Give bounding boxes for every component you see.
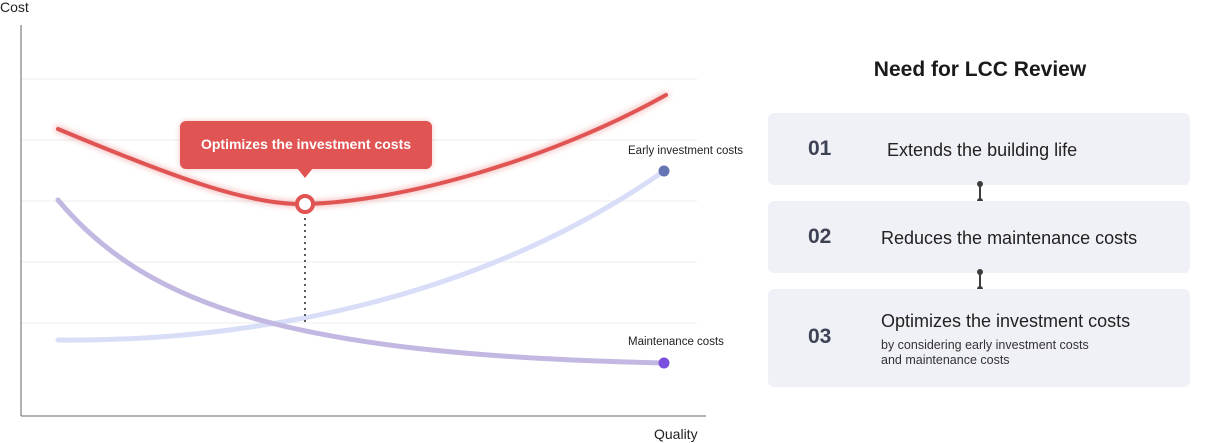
step-card-2: 02 Reduces the maintenance costs bbox=[768, 201, 1190, 273]
panel-title: Need for LCC Review bbox=[873, 58, 1087, 81]
step-subtext-line-1: by considering early investment costs bbox=[881, 338, 1089, 352]
step-subtext-line-2: and maintenance costs bbox=[881, 353, 1010, 367]
optimum-callout: Optimizes the investment costs bbox=[180, 121, 432, 178]
maintenance-curve bbox=[55, 197, 667, 366]
optimum-marker bbox=[295, 194, 315, 214]
callout-text: Optimizes the investment costs bbox=[201, 136, 411, 152]
step-card-1: 01 Extends the building life bbox=[768, 113, 1190, 185]
maintenance-label: Maintenance costs bbox=[628, 336, 724, 348]
maintenance-endpoint bbox=[658, 357, 670, 369]
step-text: Reduces the maintenance costs bbox=[881, 228, 1138, 248]
step-text: Extends the building life bbox=[887, 140, 1078, 160]
x-axis-label: Quality bbox=[654, 426, 698, 442]
early-investment-label: Early investment costs bbox=[628, 145, 743, 157]
step-number: 03 bbox=[808, 325, 832, 348]
step-number: 01 bbox=[808, 137, 832, 160]
step-card-3: 03 Optimizes the investment costs by con… bbox=[768, 289, 1190, 387]
early-investment-curve bbox=[55, 168, 667, 343]
step-subtext: by considering early investment costs an… bbox=[881, 338, 1089, 368]
step-text: Optimizes the investment costs bbox=[881, 311, 1131, 331]
step-number: 02 bbox=[808, 225, 832, 248]
early-investment-endpoint bbox=[658, 165, 670, 177]
cost-quality-chart: Cost Quality Early investment costs Main… bbox=[0, 0, 743, 442]
y-axis-label: Cost bbox=[0, 0, 29, 15]
